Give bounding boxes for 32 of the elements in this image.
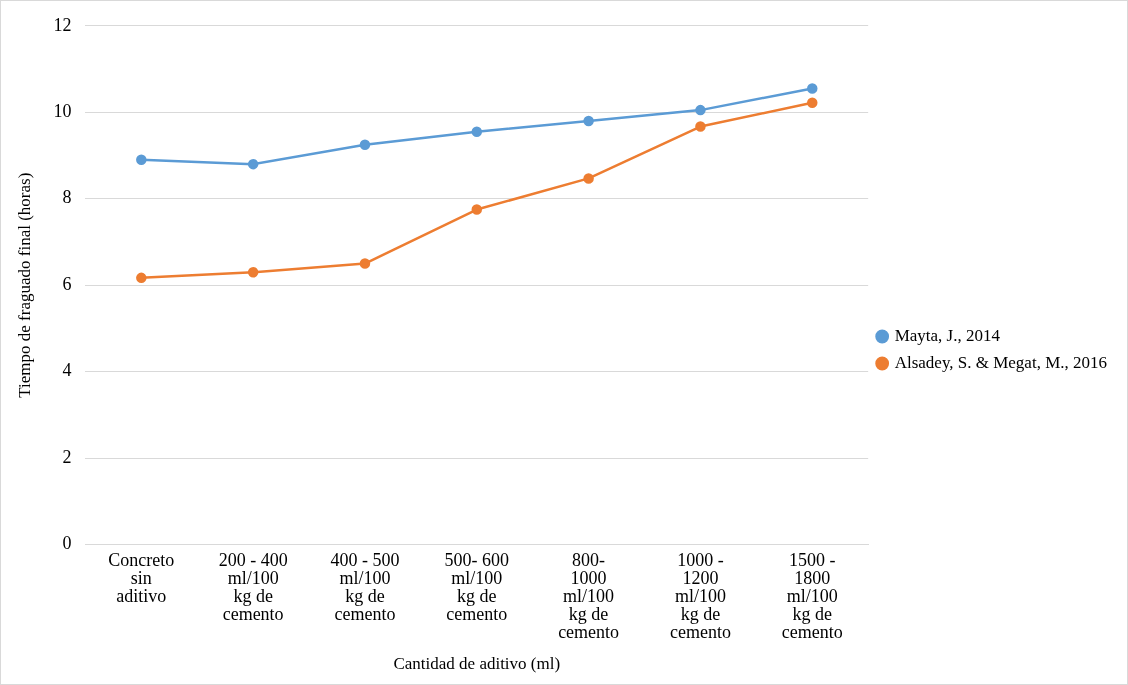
x-tick-label: Concreto sin aditivo <box>108 550 175 607</box>
y-tick-label: 2 <box>62 446 72 467</box>
point <box>136 272 147 284</box>
y-tick-label: 10 <box>53 101 72 121</box>
point <box>583 173 594 184</box>
point <box>247 266 259 278</box>
x-tick-label: 500- 600 ml/100 kg de cemento <box>444 550 510 625</box>
x-tick-label: 400 - 500 ml/100 kg de cemento <box>330 550 400 625</box>
y-tick-label: 4 <box>62 360 72 381</box>
point <box>471 126 483 137</box>
legend-label: Mayta, J., 2014 <box>894 325 1001 345</box>
x-tick-label: 200 - 400 ml/100 kg de cemento <box>218 550 288 625</box>
point <box>695 121 706 132</box>
point <box>695 104 706 116</box>
y-tick-label: 0 <box>62 533 72 554</box>
y-tick-label: 6 <box>62 273 72 294</box>
legend-label: Alsadey, S. & Megat, M., 2016 <box>894 352 1107 372</box>
point <box>136 154 147 166</box>
point <box>359 139 371 150</box>
y-tick-label: 12 <box>53 14 72 35</box>
point <box>583 115 594 127</box>
point <box>247 158 259 170</box>
x-tick-label: 800- 1000 ml/100 kg de cemento <box>558 550 620 643</box>
y-axis-title: Tiempo de fraguado final (horas) <box>14 172 34 398</box>
x-tick-label: 1500 - 1800 ml/100 kg de cemento <box>781 550 843 643</box>
y-tick-label: 8 <box>62 187 72 208</box>
point <box>359 258 371 269</box>
x-tick-label: 1000 - 1200 ml/100 kg de cemento <box>669 550 731 643</box>
point <box>807 97 818 109</box>
point <box>471 204 483 215</box>
x-axis-title: Cantidad de aditivo (ml) <box>393 654 561 674</box>
point <box>807 83 818 94</box>
